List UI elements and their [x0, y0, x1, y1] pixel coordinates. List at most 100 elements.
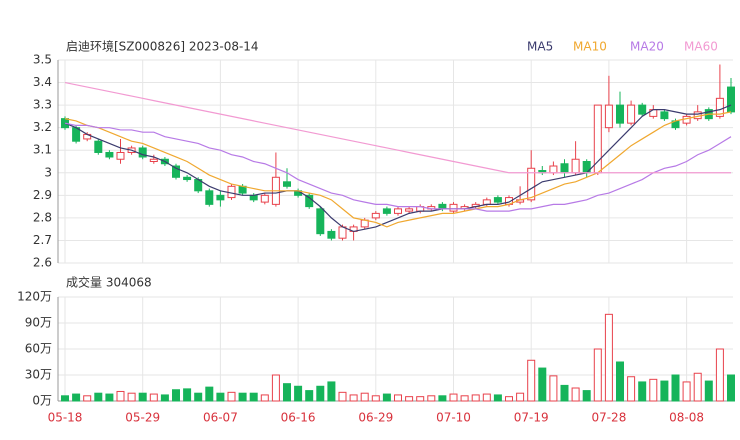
- ma-line: [64, 111, 732, 228]
- volume-bar: [482, 393, 491, 402]
- volume-bar: [216, 392, 225, 402]
- candle-body: [627, 104, 636, 124]
- ma-line: [64, 81, 731, 174]
- volume-bar: [549, 375, 558, 402]
- y-tick-label: 3.1: [33, 143, 52, 157]
- volume-bar: [116, 390, 125, 402]
- volume-bar: [682, 381, 691, 402]
- volume-bar: [371, 395, 380, 402]
- x-tick-label: 06-29: [358, 411, 393, 425]
- y-tick-label: 3.5: [33, 53, 52, 67]
- candle-body: [493, 197, 502, 203]
- volume-bar: [616, 361, 624, 402]
- chart-title: 启迪环境[SZ000826] 2023-08-14: [66, 39, 259, 54]
- volume-bar: [294, 385, 303, 402]
- volume-bar: [349, 394, 358, 402]
- volume-bar: [571, 387, 580, 402]
- volume-bar: [194, 392, 203, 402]
- y-tick-label: 90万: [25, 316, 52, 330]
- volume-bar: [249, 392, 258, 402]
- volume-bar: [460, 395, 469, 402]
- candle-body: [405, 208, 414, 212]
- volume-bar: [94, 392, 103, 402]
- candle-body: [715, 97, 724, 117]
- candle-body: [593, 104, 602, 174]
- candle-body: [205, 190, 214, 205]
- candle-body: [183, 176, 192, 181]
- y-tick-label: 3.2: [33, 120, 52, 134]
- y-tick-label: 60万: [25, 342, 52, 356]
- volume-bar: [105, 393, 114, 402]
- candle-body: [616, 104, 624, 124]
- volume-bar: [149, 393, 158, 402]
- volume-title: 成交量 304068: [66, 275, 152, 290]
- volume-bar: [704, 380, 713, 402]
- candle-body: [549, 165, 558, 174]
- candle-body: [693, 111, 702, 120]
- volume-bar: [327, 381, 336, 402]
- volume-bar: [227, 391, 236, 402]
- candle-body: [382, 208, 391, 214]
- candle-body: [227, 185, 236, 199]
- y-tick-label: 3: [44, 165, 52, 179]
- candle-body: [316, 208, 325, 235]
- volume-bar: [638, 381, 647, 402]
- volume-bar: [582, 390, 591, 402]
- candle-body: [105, 151, 114, 158]
- y-tick-label: 3.3: [33, 98, 52, 112]
- candle-body: [116, 151, 125, 160]
- volume-bar: [127, 392, 136, 402]
- x-tick-label: 05-18: [48, 411, 83, 425]
- candle-body: [727, 86, 735, 113]
- legend-label: MA60: [684, 40, 718, 54]
- x-tick-label: 06-07: [203, 411, 238, 425]
- ma-line: [64, 104, 732, 233]
- y-tick-label: 120万: [17, 290, 52, 304]
- candle-body: [216, 194, 225, 201]
- volume-bar: [538, 367, 547, 402]
- volume-bar: [183, 388, 192, 402]
- y-tick-label: 2.6: [33, 256, 52, 270]
- volume-bar: [627, 376, 636, 402]
- volume-bar: [238, 392, 247, 402]
- volume-bar: [316, 385, 325, 402]
- y-tick-label: 30万: [25, 368, 52, 382]
- candle-body: [94, 140, 103, 153]
- candle-body: [138, 147, 147, 158]
- volume-bar: [160, 394, 169, 402]
- y-tick-label: 2.9: [33, 188, 52, 202]
- candle-body: [394, 208, 402, 214]
- x-tick-label: 06-16: [281, 411, 316, 425]
- volume-bar: [405, 396, 414, 402]
- candle-body: [327, 230, 336, 239]
- volume-bar: [438, 395, 447, 402]
- y-tick-label: 3.4: [33, 75, 52, 89]
- volume-bar: [205, 386, 214, 402]
- candle-body: [338, 226, 347, 239]
- candle-body: [527, 167, 536, 201]
- x-tick-label: 07-10: [436, 411, 471, 425]
- candle-body: [172, 165, 180, 178]
- volume-bar: [671, 374, 680, 402]
- y-tick-label: 2.7: [33, 233, 52, 247]
- candle-body: [283, 181, 291, 187]
- candle-body: [560, 163, 569, 174]
- volume-bar: [72, 393, 81, 402]
- candle-body: [660, 111, 669, 120]
- candle-body: [449, 203, 458, 212]
- y-tick-label: 0万: [32, 394, 52, 408]
- legend-label: MA10: [573, 40, 607, 54]
- volume-bar: [172, 389, 180, 402]
- candle-body: [438, 203, 447, 210]
- volume-bar: [138, 392, 147, 402]
- candle-body: [604, 104, 613, 129]
- volume-bar: [449, 393, 458, 402]
- volume-bar: [727, 374, 735, 402]
- volume-bar: [83, 395, 92, 402]
- volume-bar: [649, 378, 658, 402]
- volume-bar: [516, 392, 525, 402]
- volume-bar: [527, 359, 536, 402]
- volume-bar: [61, 395, 69, 402]
- legend-label: MA5: [527, 40, 553, 54]
